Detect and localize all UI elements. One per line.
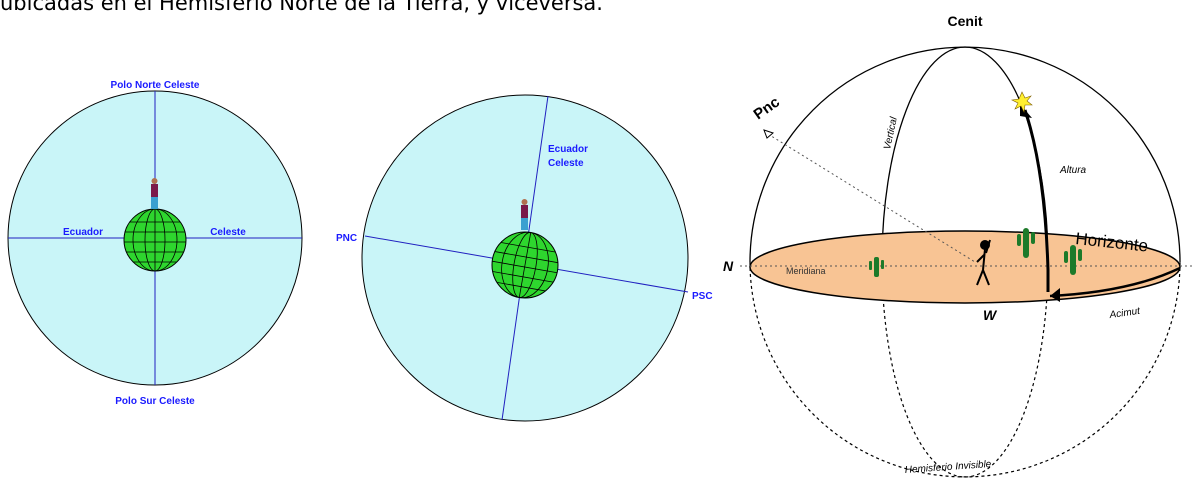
diagram-2: Ecuador Celeste PNC PSC: [336, 94, 713, 422]
label: Cenit: [948, 13, 983, 29]
diagram-3: Cenit Pnc Vertical Altura Horizonte N Me…: [723, 13, 1195, 478]
label: N: [723, 258, 734, 274]
label: Altura: [1059, 165, 1087, 176]
label: PSC: [692, 291, 713, 302]
label: Ecuador: [548, 144, 588, 155]
caption: ubicadas en el Hemisferio Norte de la Ti…: [0, 0, 603, 15]
label: Polo Norte Celeste: [111, 80, 200, 91]
label: PNC: [336, 233, 357, 244]
label: Celeste: [210, 227, 246, 238]
label: Acimut: [1108, 306, 1142, 321]
label: Polo Sur Celeste: [115, 396, 195, 407]
label: W: [983, 307, 998, 323]
label: Celeste: [548, 158, 584, 169]
label: Pnc: [751, 94, 783, 124]
diagram-1: Polo Norte Celeste Ecuador Celeste Polo …: [7, 80, 303, 407]
label: Ecuador: [63, 227, 103, 238]
label: Meridiana: [786, 266, 826, 276]
label: Vertical: [882, 115, 900, 150]
